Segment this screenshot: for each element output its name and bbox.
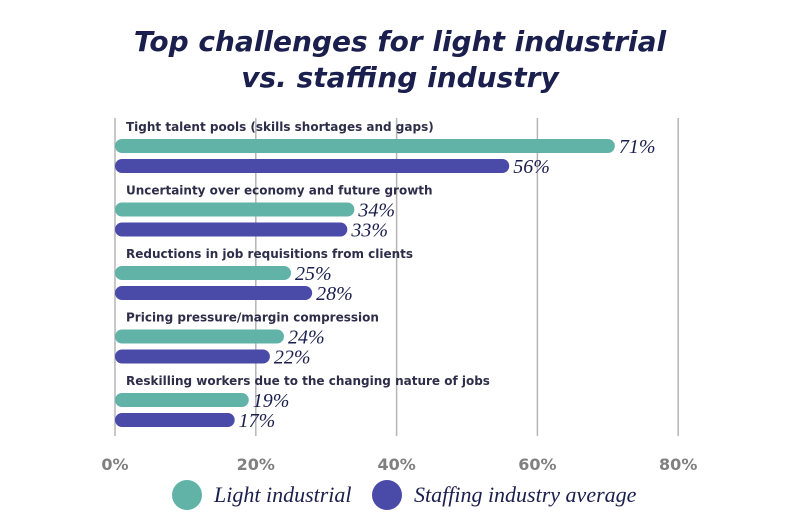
bar-staffing-industry-average-1 [115,159,510,173]
value-label-staffing-industry-average-4: 22% [274,347,311,369]
chart-title-line-2: vs. staffing industry [241,61,559,94]
x-tick-label: 80% [659,455,697,474]
bar-light-industrial-4 [115,329,284,344]
bar-light-industrial-3 [115,266,291,280]
x-tick-label: 40% [377,455,415,474]
x-tick-label: 0% [101,455,128,474]
value-label-staffing-industry-average-1: 56% [513,156,550,178]
bar-staffing-industry-average-2 [115,222,348,237]
x-tick-label: 20% [237,455,275,474]
x-tick-label: 60% [518,455,556,474]
grid-lines [114,118,679,436]
chart-title: Top challenges for light industrial vs. … [0,24,800,96]
legend-label-light-industrial: Light industrial [214,482,352,507]
category-label-1: Tight talent pools (skills shortages and… [126,120,434,134]
legend-swatch-staffing-industry [372,480,402,510]
bar-staffing-industry-average-3 [115,286,313,300]
category-label-5: Reskilling workers due to the changing n… [126,374,490,388]
bar-staffing-industry-average-4 [115,349,270,364]
legend: Light industrial Staffing industry avera… [0,478,800,512]
value-label-staffing-industry-average-5: 17% [239,410,276,432]
bars [115,139,615,427]
bar-light-industrial-5 [115,393,249,407]
value-labels: 71% 56% 34%33% 25%28% 24%22% 19%17% [239,136,656,432]
category-labels: Tight talent pools (skills shortages and… [126,120,490,388]
value-label-light-industrial-3: 25% [295,263,332,285]
bar-light-industrial-1 [115,139,615,153]
category-label-2: Uncertainty over economy and future grow… [126,184,433,198]
bar-staffing-industry-average-5 [115,413,235,427]
bar-light-industrial-2 [115,202,355,217]
legend-label-staffing-industry: Staffing industry average [414,482,637,507]
chart-title-line-1: Top challenges for light industrial [133,25,667,58]
value-label-staffing-industry-average-2: 33% [350,220,388,242]
category-label-3: Reductions in job requisitions from clie… [126,247,413,261]
value-label-staffing-industry-average-3: 28% [316,283,353,305]
value-label-light-industrial-1: 71% [619,136,656,158]
legend-swatch-light-industrial [172,480,202,510]
value-label-light-industrial-4: 24% [288,327,325,349]
value-label-light-industrial-5: 19% [253,390,290,412]
category-label-4: Pricing pressure/margin compression [126,311,379,325]
value-label-light-industrial-2: 34% [357,200,395,222]
x-axis-ticks: 0% 20% 40% 60% 80% [101,455,697,474]
